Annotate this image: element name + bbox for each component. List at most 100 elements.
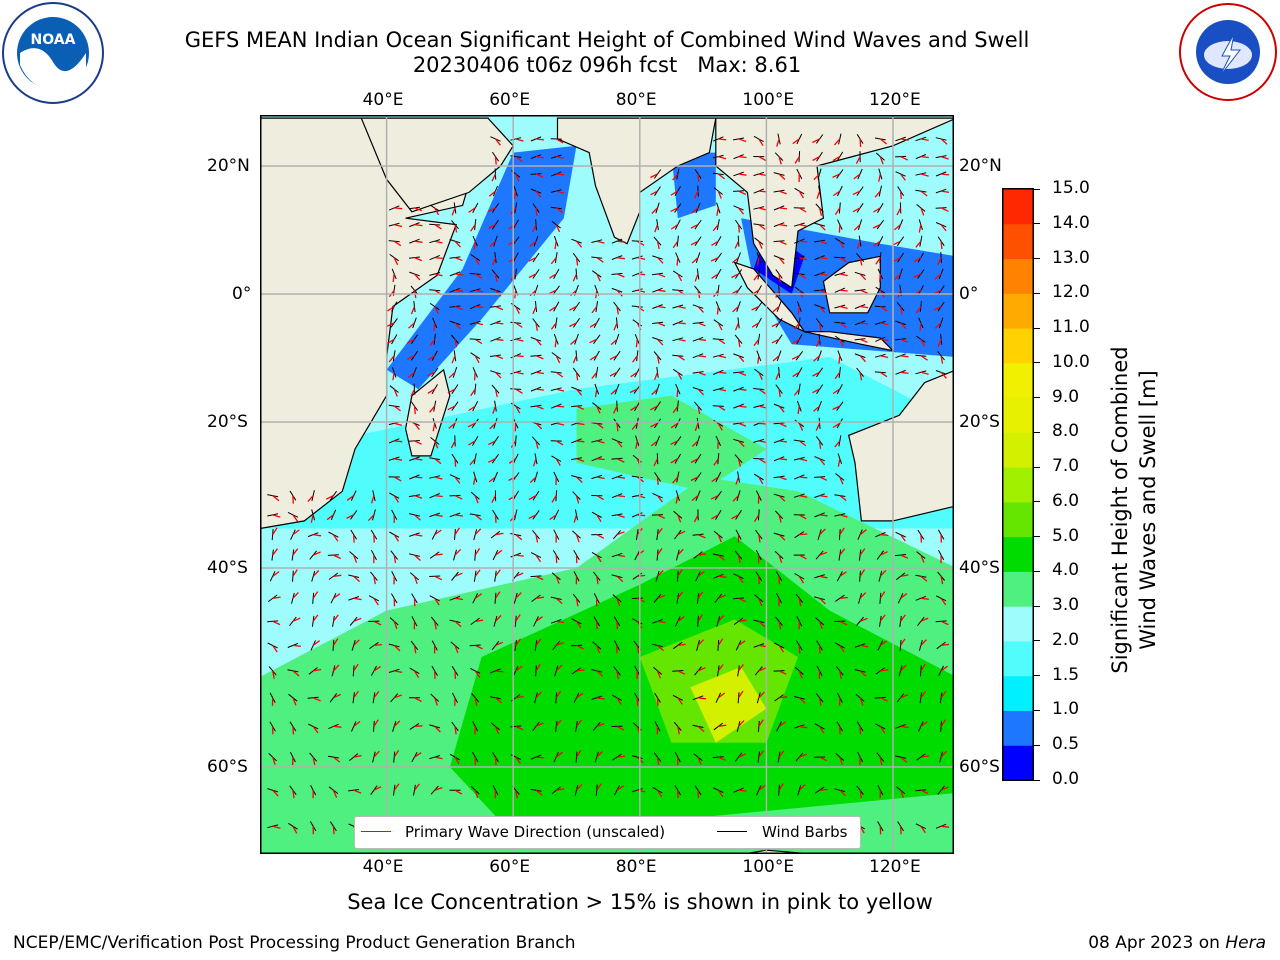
wave-direction-arrow <box>873 240 881 247</box>
india-land <box>556 117 717 245</box>
wave-direction-arrow <box>488 190 496 197</box>
wave-direction-arrow <box>613 405 618 414</box>
wind-barb <box>534 639 538 651</box>
wave-direction-arrow <box>799 458 808 462</box>
wind-barb <box>329 693 338 703</box>
wave-direction-arrow <box>407 355 415 360</box>
wave-direction-arrow <box>880 338 889 341</box>
wave-direction-arrow <box>373 620 382 626</box>
wind-barb <box>370 549 377 561</box>
wave-direction-arrow <box>474 338 483 345</box>
wave-direction-arrow <box>596 554 602 563</box>
wave-direction-arrow <box>414 752 422 758</box>
wind-barb <box>915 136 927 142</box>
wind-barb <box>491 640 500 651</box>
wind-barb <box>392 721 397 732</box>
wave-direction-arrow <box>394 670 403 674</box>
wave-direction-arrow <box>677 273 683 282</box>
wave-direction-arrow <box>880 697 888 702</box>
wave-direction-arrow <box>799 240 808 243</box>
wave-direction-arrow <box>758 156 767 162</box>
wind-barb <box>591 422 603 425</box>
wind-barb <box>734 269 743 279</box>
wave-direction-arrow <box>675 495 679 504</box>
wave-direction-arrow <box>535 616 543 622</box>
wind-barb <box>552 285 560 295</box>
colorbar-tick-mark <box>1034 605 1040 607</box>
wind-barb <box>856 253 865 263</box>
wind-barb <box>591 551 602 559</box>
wave-direction-arrow <box>778 156 782 165</box>
wave-direction-arrow <box>672 173 679 181</box>
wave-direction-arrow <box>414 476 423 479</box>
wave-direction-arrow <box>575 495 580 504</box>
wave-direction-arrow <box>697 667 706 672</box>
wave-direction-arrow <box>717 664 724 672</box>
wind-barb <box>490 696 501 700</box>
wind-barb <box>697 185 699 197</box>
wave-direction-arrow <box>832 388 841 395</box>
wind-barb <box>489 354 501 357</box>
wave-direction-arrow <box>556 388 565 392</box>
wave-direction-arrow <box>816 190 821 199</box>
wave-direction-arrow <box>413 670 420 679</box>
wave-direction-arrow <box>778 495 786 502</box>
wave-direction-arrow <box>813 405 821 412</box>
wave-direction-arrow <box>555 690 562 699</box>
wave-direction-arrow <box>550 322 557 330</box>
wave-direction-arrow <box>690 476 699 482</box>
wave-direction-arrow <box>651 388 658 396</box>
wave-direction-arrow <box>427 355 436 361</box>
wind-barb <box>474 219 477 231</box>
wind-barb <box>512 453 519 464</box>
wave-direction-arrow <box>491 173 497 182</box>
wave-direction-arrow <box>513 190 517 200</box>
wave-direction-arrow <box>528 514 537 519</box>
wave-direction-arrow <box>896 207 902 216</box>
wind-barb <box>655 202 660 214</box>
wind-barb <box>631 493 643 498</box>
lon-top-label-1: 60°E <box>489 90 531 110</box>
wave-direction-arrow <box>670 422 679 429</box>
wave-direction-arrow <box>738 138 747 143</box>
wind-barb <box>592 402 602 410</box>
wind-barb <box>814 786 825 794</box>
wave-direction-arrow <box>758 476 764 485</box>
wave-direction-arrow <box>394 440 403 443</box>
wind-barb <box>778 784 780 796</box>
colorbar-tick-label: 9.0 <box>1052 386 1080 407</box>
wave-direction-arrow <box>414 725 423 728</box>
wave-direction-arrow <box>392 273 395 282</box>
wave-direction-arrow <box>616 423 619 432</box>
wave-direction-arrow <box>434 697 438 706</box>
wind-barb <box>388 438 400 444</box>
wind-barb <box>573 571 580 582</box>
wave-direction-arrow <box>451 355 456 364</box>
wave-direction-arrow <box>670 458 679 464</box>
wave-direction-arrow <box>697 306 704 313</box>
wind-barb <box>332 615 335 627</box>
wave-direction-arrow <box>596 534 605 539</box>
wave-direction-arrow <box>434 458 442 465</box>
wind-barb <box>815 318 824 328</box>
wave-direction-arrow <box>616 273 625 278</box>
wind-barb <box>915 789 927 792</box>
wave-direction-arrow <box>550 257 557 265</box>
wave-direction-arrow <box>798 273 807 280</box>
wind-barb <box>451 665 459 676</box>
wind-barb <box>408 513 420 517</box>
wave-direction-arrow <box>710 495 719 500</box>
wave-direction-arrow <box>860 322 869 325</box>
wave-direction-arrow <box>880 533 889 537</box>
wave-direction-arrow <box>312 726 319 734</box>
wave-direction-arrow <box>859 617 868 622</box>
wind-barb <box>856 785 864 795</box>
noaa-logo-text: NOAA <box>31 32 76 48</box>
wave-direction-arrow <box>515 405 521 414</box>
wind-barb <box>915 370 927 375</box>
wind-barb <box>390 318 398 328</box>
wind-barb <box>514 435 517 447</box>
wind-barb <box>591 256 603 259</box>
wave-direction-arrow <box>393 554 397 564</box>
legend-wave-direction-label: Primary Wave Direction (unscaled) <box>405 823 666 841</box>
